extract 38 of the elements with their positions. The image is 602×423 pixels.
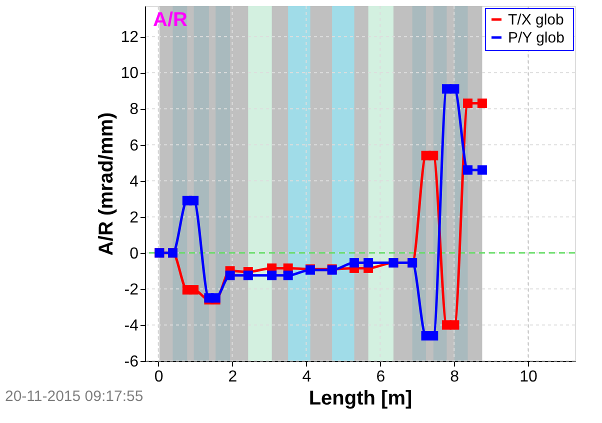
- point: [450, 84, 460, 94]
- point: [463, 165, 473, 175]
- y-tick-label: -4: [124, 317, 139, 334]
- x-tick-label: 10: [520, 368, 538, 386]
- x-tick-label: 4: [302, 368, 312, 386]
- point: [189, 196, 199, 206]
- x-tick-label: 6: [376, 368, 386, 386]
- y-tick-label: 0: [130, 245, 139, 262]
- y-tick-label: 10: [120, 65, 139, 82]
- legend-label: P/Y glob: [508, 30, 564, 46]
- point: [189, 285, 199, 295]
- y-tick-label: 8: [130, 101, 139, 118]
- x-tick-label: 0: [154, 368, 164, 386]
- y-tick-label: 12: [120, 29, 139, 46]
- point: [364, 258, 374, 268]
- point: [428, 150, 438, 160]
- point: [428, 331, 438, 341]
- point: [225, 270, 235, 280]
- y-tick-label: 2: [130, 209, 139, 226]
- y-tick-label: 6: [130, 137, 139, 154]
- point: [350, 258, 360, 268]
- point: [283, 270, 293, 280]
- point: [477, 98, 487, 108]
- legend-label: T/X glob: [508, 12, 564, 28]
- y-tick-label: 4: [130, 173, 139, 190]
- point: [477, 165, 487, 175]
- x-tick-label: 8: [450, 368, 460, 386]
- point: [243, 270, 253, 280]
- y-axis-title: A/R (mrad/mm): [96, 112, 118, 256]
- annotation: A/R: [153, 9, 188, 31]
- point: [267, 270, 277, 280]
- x-tick-label: 2: [228, 368, 238, 386]
- y-tick-label: -6: [124, 354, 139, 370]
- point: [450, 320, 460, 330]
- y-tick-label: -2: [124, 281, 139, 298]
- point: [463, 98, 473, 108]
- text: 20-11-2015 09:17:55: [5, 388, 144, 405]
- x-axis-title: Length [m]: [308, 388, 412, 410]
